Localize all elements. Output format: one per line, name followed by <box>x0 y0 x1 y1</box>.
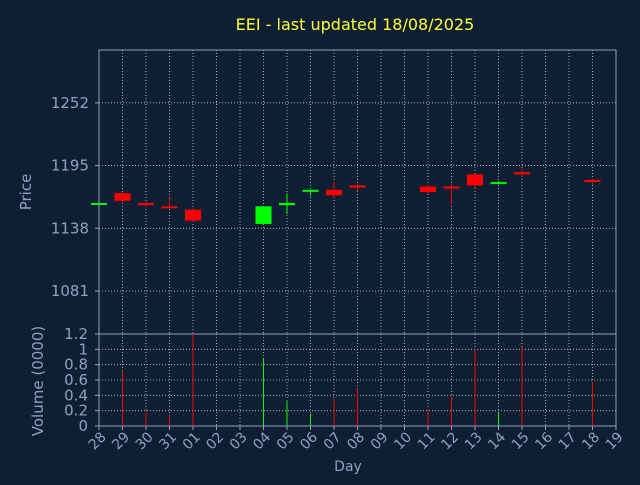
x-axis-ticks: 28 29 30 31 01 02 03 04 05 06 07 08 09 10 11 12 13 14 15 16… <box>86 426 627 453</box>
x-tick-label: 30 <box>133 429 157 453</box>
chart-title: EEI - last updated 18/08/2025 <box>236 15 475 34</box>
x-tick-label: 06 <box>297 429 321 453</box>
price-tick-label: 1138 <box>51 219 89 237</box>
volume-axis-ticks: 00.20.40.60.811.2 <box>64 325 99 435</box>
volume-tick-label: 0.8 <box>64 356 88 374</box>
price-axis-ticks: 1081 1138 1195 1252 <box>51 94 99 300</box>
candles-layer <box>91 168 601 226</box>
candle-body <box>467 174 483 186</box>
volume-axis-label: Volume (0000) <box>29 326 47 436</box>
x-axis-label: Day <box>334 459 362 475</box>
x-tick-label: 15 <box>509 429 533 453</box>
x-tick-label: 01 <box>180 429 204 453</box>
x-tick-label: 14 <box>485 429 509 453</box>
x-tick-label: 16 <box>532 429 556 453</box>
candle-body <box>114 193 131 201</box>
x-tick-label: 04 <box>250 429 274 453</box>
volume-tick-label: 0.4 <box>64 386 88 404</box>
price-axis-label: Price <box>17 174 35 211</box>
x-tick-label: 13 <box>462 429 486 453</box>
x-tick-label: 17 <box>556 429 580 453</box>
x-tick-label: 31 <box>156 429 180 453</box>
candle-body <box>326 189 342 196</box>
volume-tick-label: 1 <box>78 340 88 358</box>
candle-body <box>138 203 154 206</box>
price-tick-label: 1252 <box>51 94 89 112</box>
volume-bars-layer <box>122 334 593 426</box>
x-tick-label: 09 <box>368 429 392 453</box>
candle-body <box>302 189 319 192</box>
volume-tick-label: 0.2 <box>64 402 88 420</box>
x-tick-label: 07 <box>321 429 345 453</box>
candle-body <box>185 209 201 221</box>
x-tick-label: 19 <box>603 429 627 453</box>
candle-body <box>161 206 178 209</box>
x-tick-label: 11 <box>415 429 439 453</box>
volume-tick-label: 0.6 <box>64 371 88 389</box>
candle-body <box>443 186 460 189</box>
volume-tick-label: 0 <box>78 417 88 435</box>
x-tick-label: 18 <box>579 429 603 453</box>
x-tick-label: 08 <box>344 429 368 453</box>
price-grid <box>99 50 616 334</box>
candle-body <box>490 182 507 185</box>
x-tick-label: 05 <box>274 429 298 453</box>
candle-body <box>279 203 295 206</box>
x-tick-label: 02 <box>203 429 227 453</box>
candle-body <box>349 185 366 188</box>
candle-body <box>420 186 436 192</box>
x-tick-label: 28 <box>86 429 110 453</box>
x-tick-label: 03 <box>227 429 251 453</box>
candle-body <box>91 203 107 206</box>
volume-tick-label: 1.2 <box>64 325 88 343</box>
x-tick-label: 12 <box>438 429 462 453</box>
x-tick-label: 10 <box>391 429 415 453</box>
candle-body <box>255 206 272 224</box>
price-tick-label: 1081 <box>51 282 89 300</box>
candle-body <box>584 179 601 183</box>
price-tick-label: 1195 <box>51 157 89 175</box>
x-tick-label: 29 <box>109 429 133 453</box>
candle-body <box>514 172 530 175</box>
